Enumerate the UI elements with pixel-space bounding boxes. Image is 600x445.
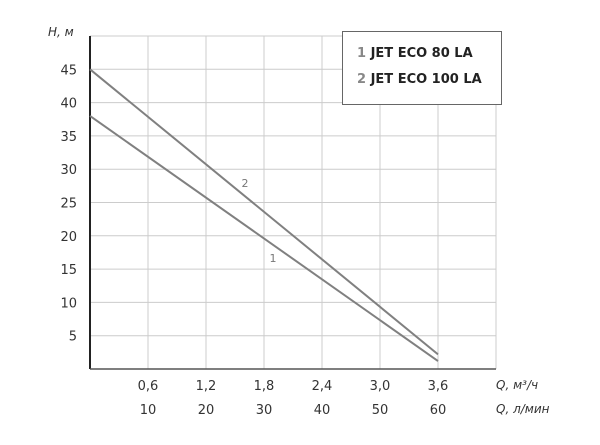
legend-number: 2 bbox=[357, 72, 367, 87]
legend-number: 1 bbox=[357, 46, 367, 61]
x2-tick-label: 50 bbox=[372, 403, 389, 418]
x2-tick-label: 40 bbox=[314, 403, 331, 418]
x-tick-label: 1,8 bbox=[254, 379, 275, 394]
legend-item-1: 1 JET ECO 80 LA bbox=[357, 46, 473, 61]
y-tick-label: 10 bbox=[60, 296, 77, 311]
y-tick-label: 30 bbox=[60, 163, 77, 178]
legend-label: JET ECO 100 LA bbox=[370, 72, 482, 87]
series-label-2: 2 bbox=[242, 177, 249, 190]
series-line-2 bbox=[89, 68, 439, 356]
y-tick-label: 15 bbox=[60, 263, 77, 278]
x2-tick-label: 60 bbox=[430, 403, 447, 418]
x-tick-label: 2,4 bbox=[312, 379, 333, 394]
y-tick-label: 35 bbox=[60, 130, 77, 145]
legend: 1 JET ECO 80 LA 2 JET ECO 100 LA bbox=[342, 31, 502, 105]
y-tick-label: 20 bbox=[60, 230, 77, 245]
y-tick-label: 40 bbox=[60, 97, 77, 112]
x-tick-label: 3,6 bbox=[428, 379, 449, 394]
y-tick-label: 5 bbox=[69, 330, 77, 345]
x-tick-label: 1,2 bbox=[196, 379, 217, 394]
x-axis-label: Q, м³/ч bbox=[496, 378, 538, 392]
x-tick-label: 3,0 bbox=[370, 379, 391, 394]
x2-tick-label: 10 bbox=[140, 403, 157, 418]
x2-tick-label: 20 bbox=[198, 403, 215, 418]
x-tick-label: 0,6 bbox=[138, 379, 159, 394]
x2-axis-label: Q, л/мин bbox=[496, 402, 550, 416]
series-label-1: 1 bbox=[270, 252, 277, 265]
x2-tick-label: 30 bbox=[256, 403, 273, 418]
y-axis-label: H, м bbox=[48, 25, 74, 39]
legend-item-2: 2 JET ECO 100 LA bbox=[357, 72, 482, 87]
series-line-1 bbox=[89, 115, 439, 362]
y-tick-label: 45 bbox=[60, 63, 77, 78]
y-tick-label: 25 bbox=[60, 197, 77, 212]
legend-label: JET ECO 80 LA bbox=[370, 46, 473, 61]
